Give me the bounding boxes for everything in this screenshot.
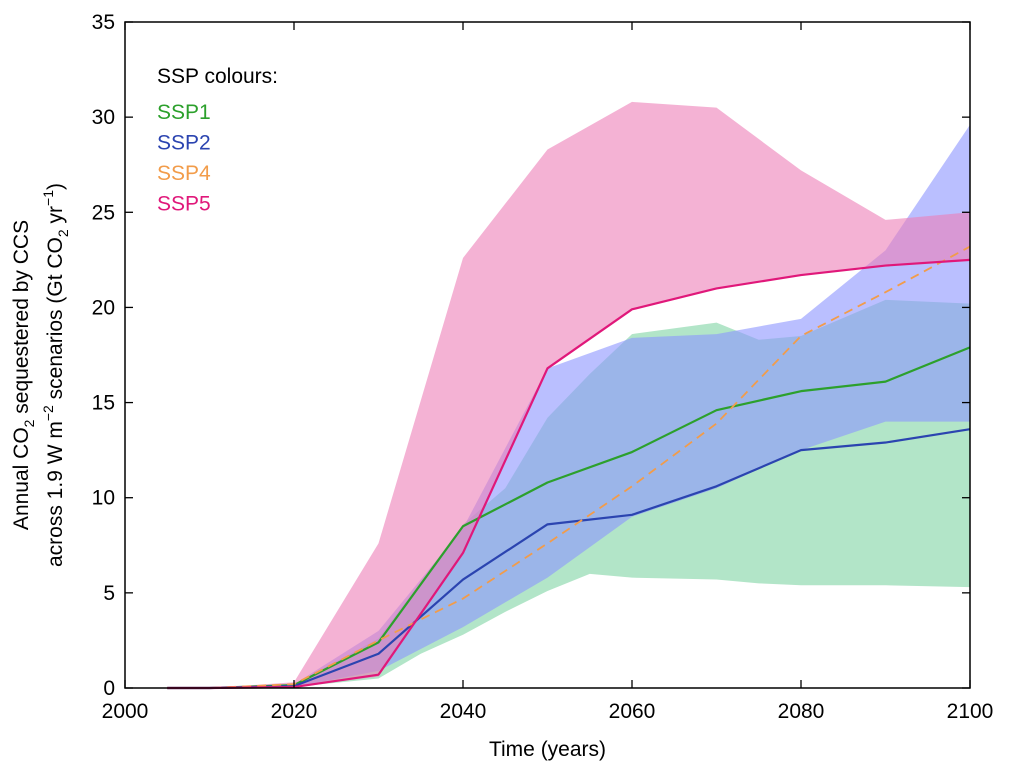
x-tick-label: 2060 (609, 700, 656, 723)
legend-item-ssp5: SSP5 (157, 193, 211, 216)
y-tick-label: 10 (92, 487, 115, 510)
band-ssp5 (167, 101, 970, 689)
y-tick-label: 35 (92, 11, 115, 34)
line-ssp4 (167, 245, 971, 689)
x-tick-label: 2040 (440, 700, 487, 723)
y-tick-label: 30 (92, 106, 115, 129)
y-tick-label: 5 (103, 582, 115, 605)
y-tick-label: 25 (92, 201, 115, 224)
legend: SSP colours: SSP1 SSP2 SSP4 SSP5 (157, 65, 278, 216)
axis-tick-labels: 2000 2020 2040 2060 2080 2100 0 5 10 15 20 25 30 35 (92, 11, 994, 723)
legend-item-ssp4: SSP4 (157, 162, 211, 185)
y-axis-label-line: across 1.9 W m−2​ scenarios (Gt CO2​ yr−… (40, 183, 71, 567)
plot-frame (124, 21, 971, 689)
y-tick-label: 20 (92, 296, 115, 319)
band-ssp2 (167, 124, 970, 689)
x-axis-label: Time (years) (489, 738, 606, 761)
x-tick-label: 2000 (102, 700, 149, 723)
x-tick-label: 2080 (778, 700, 825, 723)
y-tick-label: 0 (103, 677, 115, 700)
x-tick-label: 2100 (947, 700, 994, 723)
axis-ticks (124, 21, 971, 689)
y-axis-label-line: Annual CO2​ sequestered by CCS (10, 220, 37, 530)
x-tick-label: 2020 (271, 700, 318, 723)
y-tick-label: 15 (92, 392, 115, 415)
legend-item-ssp2: SSP2 (157, 132, 211, 155)
uncertainty-bands (167, 101, 970, 689)
legend-title: SSP colours: (157, 65, 278, 88)
legend-item-ssp1: SSP1 (157, 101, 211, 124)
